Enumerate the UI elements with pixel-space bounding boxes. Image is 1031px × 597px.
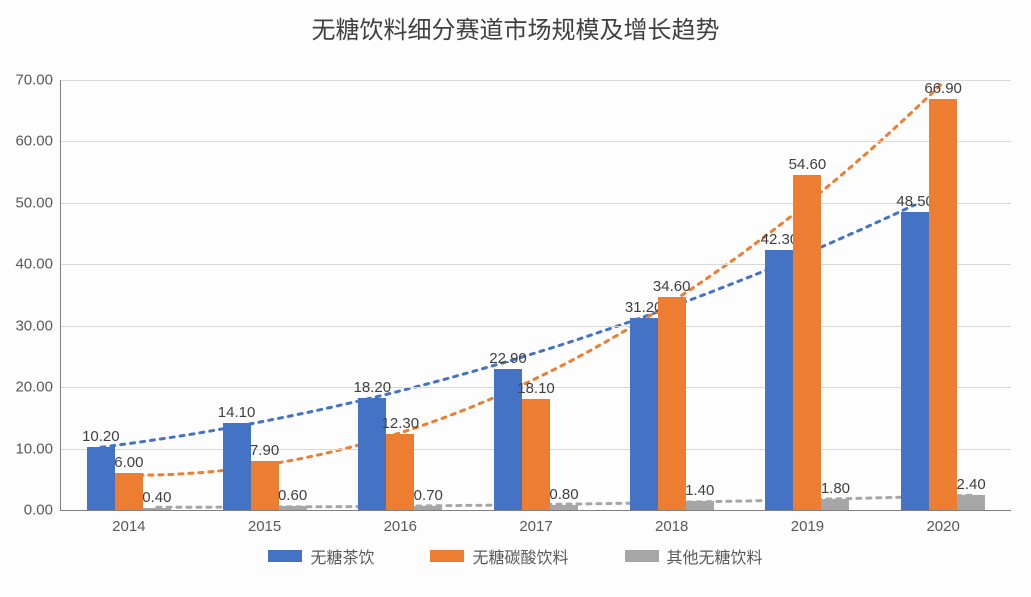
bar (658, 297, 686, 510)
bar (929, 99, 957, 510)
bar-value-label: 14.10 (218, 404, 256, 421)
bar (550, 505, 578, 510)
bar-value-label: 54.60 (789, 156, 827, 173)
bar-value-label: 22.90 (489, 350, 527, 367)
bar-value-label: 1.80 (821, 480, 850, 497)
bar-value-label: 6.00 (114, 454, 143, 471)
bar-value-label: 1.40 (685, 482, 714, 499)
bar (386, 434, 414, 510)
chart-container: 无糖饮料细分赛道市场规模及增长趋势 0.0010.0020.0030.0040.… (0, 0, 1031, 597)
bar-value-label: 34.60 (653, 278, 691, 295)
bar-value-label: 12.30 (382, 415, 420, 432)
x-axis-tick: 2016 (384, 510, 417, 535)
bar-value-label: 0.80 (549, 486, 578, 503)
bar (522, 399, 550, 510)
bar (223, 423, 251, 510)
legend-swatch (430, 550, 464, 562)
bar-value-label: 7.90 (250, 442, 279, 459)
bar (686, 501, 714, 510)
legend-swatch (625, 550, 659, 562)
bar-value-label: 66.90 (924, 80, 962, 97)
y-axis-tick: 60.00 (15, 133, 61, 150)
bar (143, 508, 171, 510)
y-axis-tick: 30.00 (15, 317, 61, 334)
legend-item: 无糖碳酸饮料 (430, 544, 568, 568)
bar (901, 212, 929, 510)
bar (414, 506, 442, 510)
y-axis-tick: 70.00 (15, 72, 61, 89)
gridline (61, 203, 1011, 204)
x-axis-tick: 2018 (655, 510, 688, 535)
bar (115, 473, 143, 510)
legend-label: 无糖茶饮 (310, 544, 374, 568)
bar-value-label: 0.70 (414, 487, 443, 504)
x-axis-tick: 2015 (248, 510, 281, 535)
y-axis-tick: 50.00 (15, 194, 61, 211)
gridline (61, 387, 1011, 388)
bar (251, 461, 279, 510)
legend: 无糖茶饮 无糖碳酸饮料 其他无糖饮料 (0, 544, 1031, 568)
bar (279, 506, 307, 510)
y-axis-tick: 40.00 (15, 256, 61, 273)
bar (630, 318, 658, 510)
gridline (61, 326, 1011, 327)
x-axis-tick: 2017 (519, 510, 552, 535)
legend-swatch (268, 550, 302, 562)
gridline (61, 264, 1011, 265)
x-axis-tick: 2019 (791, 510, 824, 535)
bar (957, 495, 985, 510)
bar (821, 499, 849, 510)
bar (358, 398, 386, 510)
bar-value-label: 10.20 (82, 428, 120, 445)
bar-value-label: 18.10 (517, 380, 555, 397)
gridline (61, 80, 1011, 81)
y-axis-tick: 0.00 (24, 502, 61, 519)
gridline (61, 141, 1011, 142)
bar (765, 250, 793, 510)
bar (793, 175, 821, 510)
chart-title: 无糖饮料细分赛道市场规模及增长趋势 (0, 10, 1031, 45)
bar (87, 447, 115, 510)
bar-value-label: 0.40 (142, 489, 171, 506)
bar (494, 369, 522, 510)
plot-area: 0.0010.0020.0030.0040.0050.0060.0070.002… (60, 80, 1011, 511)
y-axis-tick: 10.00 (15, 440, 61, 457)
bar-value-label: 2.40 (957, 476, 986, 493)
legend-item: 无糖茶饮 (268, 544, 374, 568)
legend-label: 无糖碳酸饮料 (472, 544, 568, 568)
x-axis-tick: 2020 (926, 510, 959, 535)
y-axis-tick: 20.00 (15, 379, 61, 396)
x-axis-tick: 2014 (112, 510, 145, 535)
legend-item: 其他无糖饮料 (625, 544, 763, 568)
legend-label: 其他无糖饮料 (667, 544, 763, 568)
bar-value-label: 0.60 (278, 487, 307, 504)
